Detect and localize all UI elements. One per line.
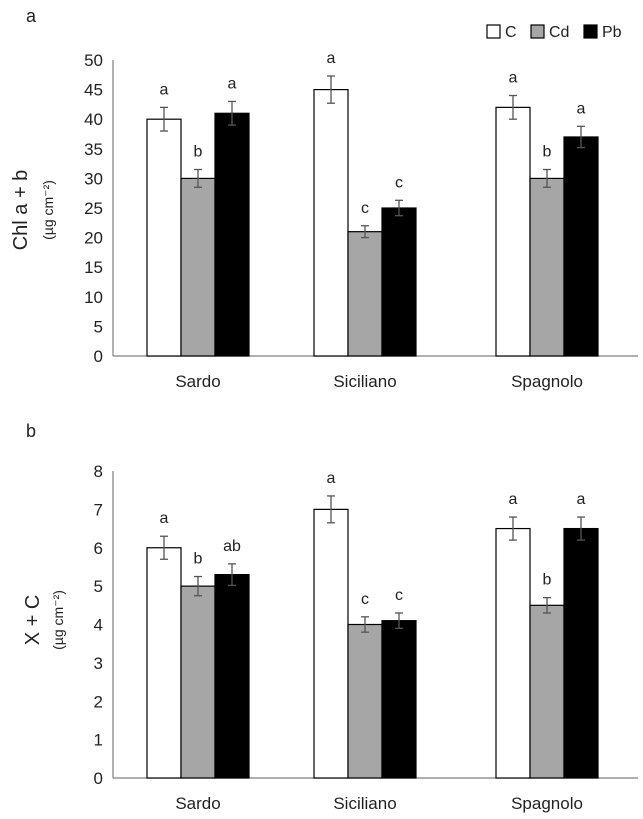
y-tick-label: 0: [94, 347, 103, 366]
legend-label-c: C: [505, 24, 517, 41]
significance-letter: c: [361, 200, 369, 217]
y-tick-label: 2: [94, 692, 103, 711]
bar-cd: [347, 231, 383, 357]
significance-letter: a: [160, 510, 169, 527]
y-tick-label: 20: [84, 229, 103, 248]
bar-pb: [381, 207, 417, 357]
legend-label-cd: Cd: [549, 24, 569, 41]
y-tick-label: 4: [94, 616, 103, 635]
bar-c: [495, 106, 531, 357]
x-tick-label: Spagnolo: [511, 794, 583, 813]
significance-letter: ab: [223, 538, 241, 555]
y-axis-label: X + C: [22, 595, 44, 646]
significance-letter: a: [228, 75, 237, 92]
bar-cd: [347, 623, 383, 779]
significance-letter: a: [327, 470, 336, 487]
significance-letter: a: [509, 491, 518, 508]
y-tick-label: 5: [94, 577, 103, 596]
y-tick-label: 8: [94, 462, 103, 481]
legend-swatch-pb: [583, 24, 598, 39]
y-tick-label: 40: [84, 110, 103, 129]
y-tick-label: 30: [84, 169, 103, 188]
panel-a: a Chl a + b (µg cm⁻²) 0 5 10 15 20 25 30 35 40 45…: [10, 6, 638, 391]
significance-letter: b: [543, 144, 552, 161]
panel-label: b: [26, 421, 36, 441]
x-tick-label: Siciliano: [333, 794, 396, 813]
bar-cd: [180, 585, 216, 779]
bar-c: [313, 508, 349, 779]
y-axis-title: X + C: [22, 595, 44, 646]
y-tick-label: 7: [94, 500, 103, 519]
significance-letter: c: [395, 174, 403, 191]
y-tick-label: 45: [84, 81, 103, 100]
bar-cd: [180, 177, 216, 357]
x-tick-label: Sardo: [175, 794, 220, 813]
bar-pb: [214, 574, 250, 779]
significance-letter: a: [327, 50, 336, 67]
significance-letter: c: [395, 587, 403, 604]
y-axis-unit: (µg cm⁻²): [50, 590, 66, 650]
x-tick-label: Spagnolo: [511, 372, 583, 391]
y-axis-label: Chl a + b: [10, 170, 32, 251]
y-tick-label: 25: [84, 199, 103, 218]
legend-swatch-c: [486, 24, 501, 39]
significance-letter: a: [577, 491, 586, 508]
y-axis-unit: (µg cm⁻²): [40, 180, 56, 240]
y-tick-label: 6: [94, 539, 103, 558]
significance-letter: b: [194, 144, 203, 161]
significance-letter: c: [361, 591, 369, 608]
bar-c: [313, 88, 349, 357]
y-tick-label: 10: [84, 288, 103, 307]
y-tick-label: 50: [84, 51, 103, 70]
x-tick-label: Siciliano: [333, 372, 396, 391]
significance-letter: a: [160, 81, 169, 98]
bar-c: [146, 547, 182, 779]
legend-label-pb: Pb: [602, 24, 622, 41]
y-tick-label: 1: [94, 731, 103, 750]
panel-label: a: [26, 6, 37, 26]
bar-cd: [529, 177, 565, 357]
y-tick-label: 15: [84, 258, 103, 277]
significance-letter: a: [509, 70, 518, 87]
significance-letter: b: [194, 551, 203, 568]
x-tick-label: Sardo: [175, 372, 220, 391]
bar-pb: [563, 527, 599, 779]
y-axis-unit-label: (µg cm⁻²): [50, 590, 66, 650]
bar-pb: [381, 620, 417, 779]
plot-area: 0 5 10 15 20 25 30 35 40 45 50 a b a Sardo a c c Siciliano…: [84, 50, 638, 391]
bar-pb: [214, 112, 250, 357]
bar-c: [495, 527, 531, 779]
y-tick-label: 5: [94, 317, 103, 336]
significance-letter: b: [543, 572, 552, 589]
bar-pb: [563, 136, 599, 357]
legend: C Cd Pb: [486, 24, 622, 41]
legend-swatch-cd: [530, 24, 545, 39]
y-tick-label: 3: [94, 654, 103, 673]
y-axis-title: Chl a + b: [10, 170, 32, 251]
significance-letter: a: [577, 100, 586, 117]
bar-c: [146, 118, 182, 357]
bar-cd: [529, 604, 565, 779]
y-axis-unit-label: (µg cm⁻²): [40, 180, 56, 240]
y-tick-label: 35: [84, 140, 103, 159]
y-tick-label: 0: [94, 769, 103, 788]
